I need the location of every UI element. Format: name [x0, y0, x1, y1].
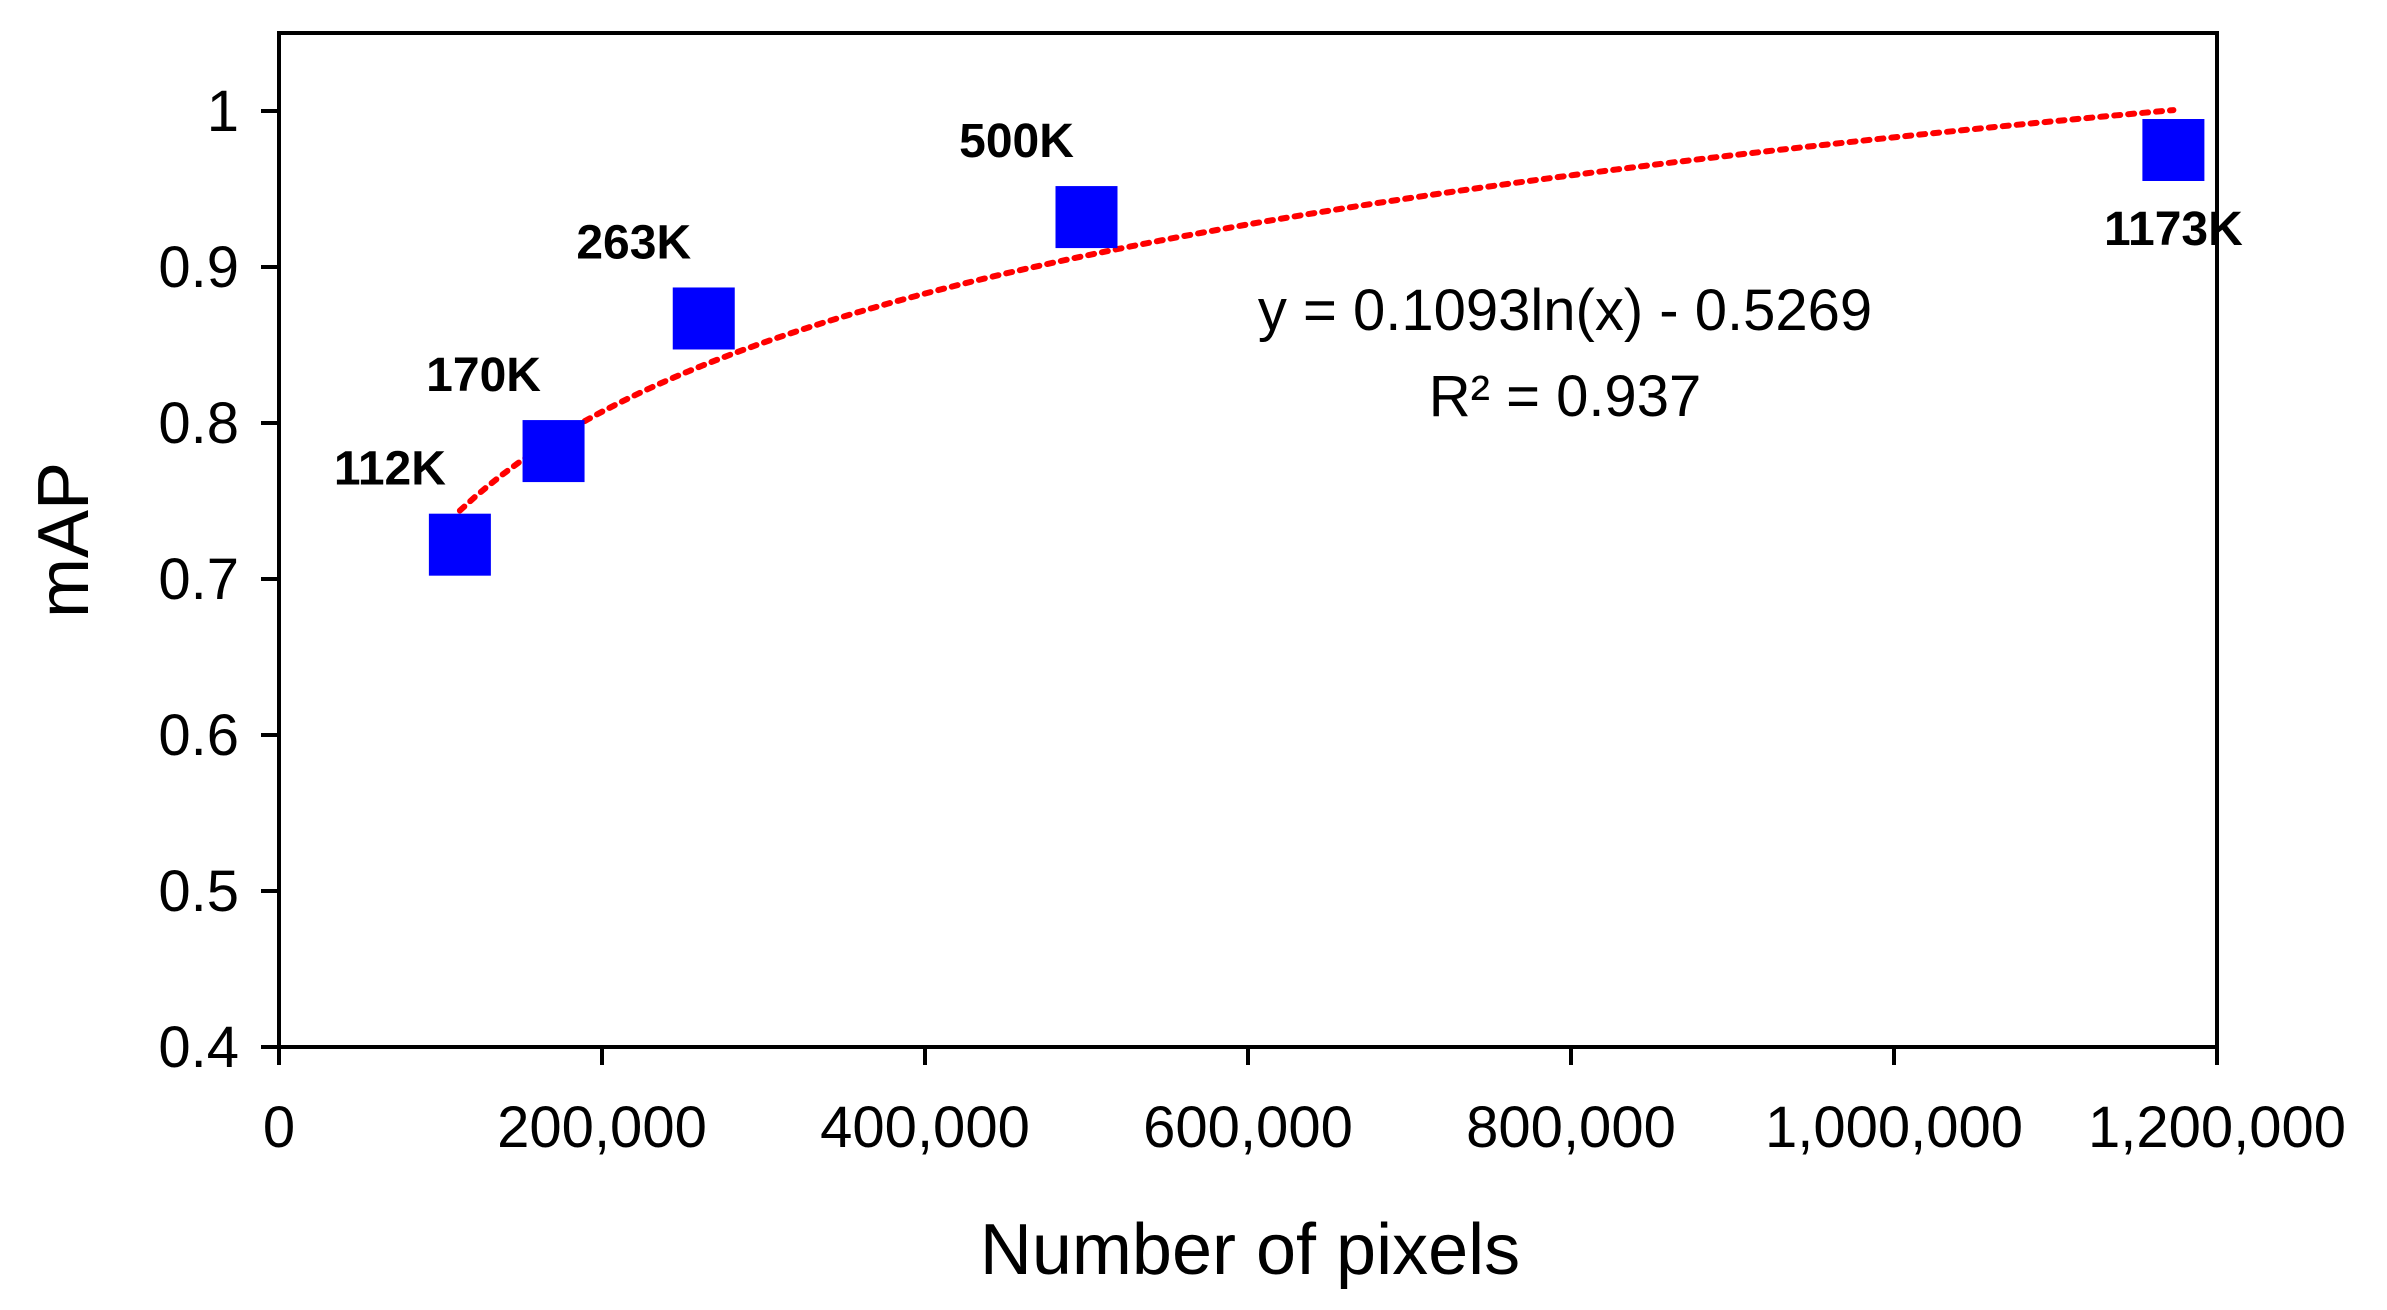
y-axis-title: mAP	[24, 462, 104, 618]
data-point	[522, 420, 585, 483]
y-tick-label: 0.5	[158, 859, 239, 924]
x-tick-label: 400,000	[820, 1095, 1030, 1160]
y-tick-label: 0.4	[158, 1015, 239, 1080]
data-point	[1055, 186, 1118, 249]
x-tick-label: 600,000	[1143, 1095, 1353, 1160]
data-label: 170K	[426, 349, 541, 402]
y-tick-label: 1	[207, 79, 239, 144]
data-label: 500K	[959, 115, 1074, 168]
trendline-r2: R² = 0.937	[1429, 364, 1701, 429]
y-axis-ticks: 0.4 0.5 0.6 0.7 0.8 0.9 1	[158, 79, 279, 1080]
x-tick-label: 0	[263, 1095, 295, 1160]
x-axis-ticks: 0 200,000 400,000 600,000 800,000 1,000,000 1,…	[263, 1047, 2346, 1160]
data-points: 112K 170K 263K 500K 1173K	[334, 115, 2243, 576]
x-axis-title: Number of pixels	[980, 1210, 1520, 1290]
y-tick-label: 0.8	[158, 391, 239, 456]
y-tick-label: 0.7	[158, 547, 239, 612]
data-point	[672, 287, 735, 350]
x-tick-label: 800,000	[1466, 1095, 1676, 1160]
data-point	[2142, 119, 2205, 181]
x-tick-label: 200,000	[497, 1095, 707, 1160]
x-tick-label: 1,200,000	[2088, 1095, 2346, 1160]
data-label: 112K	[334, 443, 446, 496]
data-point	[428, 513, 491, 576]
data-label: 263K	[576, 216, 691, 269]
data-label: 1173K	[2104, 203, 2243, 256]
trendline	[456, 107, 2177, 514]
y-tick-label: 0.9	[158, 235, 239, 300]
x-tick-label: 1,000,000	[1765, 1095, 2023, 1160]
y-tick-label: 0.6	[158, 703, 239, 768]
plot-area-frame	[277, 31, 2219, 1049]
trendline-equation: y = 0.1093ln(x) - 0.5269	[1258, 278, 1872, 343]
